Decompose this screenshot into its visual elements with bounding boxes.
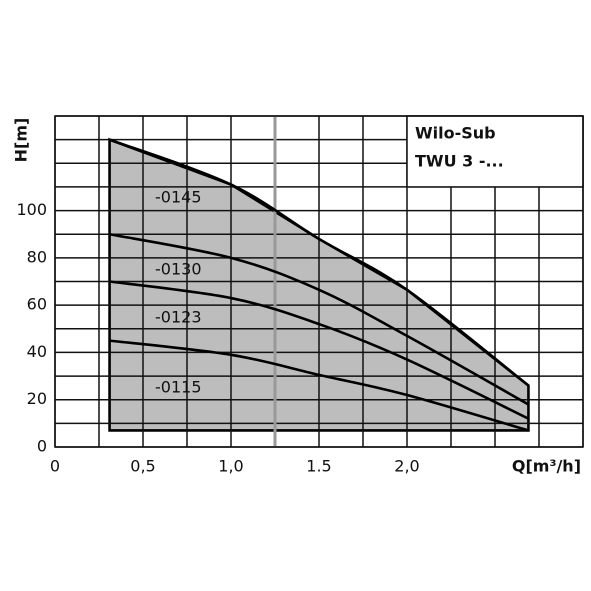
- x-tick-label: 2,0: [394, 457, 419, 476]
- curve-label: -0130: [155, 260, 202, 279]
- y-axis-title: H[m]: [12, 118, 31, 163]
- pump-curve: [109, 280, 530, 420]
- y-tick-label: 100: [16, 200, 47, 219]
- x-tick-label: 0,5: [130, 457, 155, 476]
- y-tick-label: 40: [27, 342, 47, 361]
- x-tick-label: 1,0: [218, 457, 243, 476]
- curve-label: -0115: [155, 378, 202, 397]
- curve-label: -0123: [155, 308, 202, 327]
- chart-title: Wilo-Sub: [415, 124, 496, 143]
- x-tick-label: 0: [50, 457, 60, 476]
- y-tick-label: 60: [27, 295, 47, 314]
- y-tick-label: 0: [37, 437, 47, 456]
- plot-frame: [54, 115, 584, 448]
- chart-title: TWU 3 -...: [415, 152, 504, 171]
- pump-curve: [109, 232, 530, 406]
- x-tick-label: 1.5: [306, 457, 331, 476]
- y-tick-label: 20: [27, 389, 47, 408]
- y-tick-label: 80: [27, 247, 47, 266]
- x-axis-title: Q[m³/h]: [512, 457, 581, 476]
- pump-curve: [109, 138, 530, 387]
- curve-label: -0145: [155, 188, 202, 207]
- pump-curve: [109, 339, 529, 432]
